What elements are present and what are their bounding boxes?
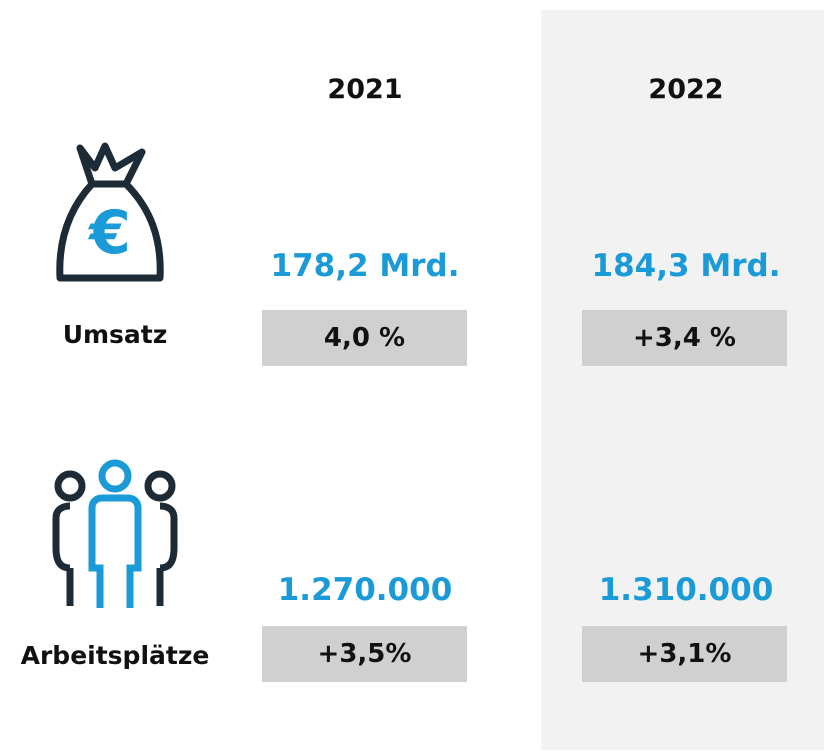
change-box: 4,0 % bbox=[262, 310, 467, 366]
value: 1.310.000 bbox=[598, 572, 774, 608]
change-box: +3,4 % bbox=[582, 310, 787, 366]
value: 184,3 Mrd. bbox=[591, 248, 781, 284]
change-box: +3,1% bbox=[582, 626, 787, 682]
people-icon bbox=[52, 459, 178, 608]
money-bag-icon: € bbox=[56, 142, 164, 282]
column-header: 2022 bbox=[648, 74, 724, 105]
column-header: 2021 bbox=[327, 74, 403, 105]
row-label: Umsatz bbox=[62, 320, 168, 349]
svg-text:€: € bbox=[87, 198, 131, 268]
value: 178,2 Mrd. bbox=[270, 248, 460, 284]
change-box: +3,5% bbox=[262, 626, 467, 682]
value: 1.270.000 bbox=[277, 572, 453, 608]
row-label: Arbeitsplätze bbox=[20, 641, 210, 670]
